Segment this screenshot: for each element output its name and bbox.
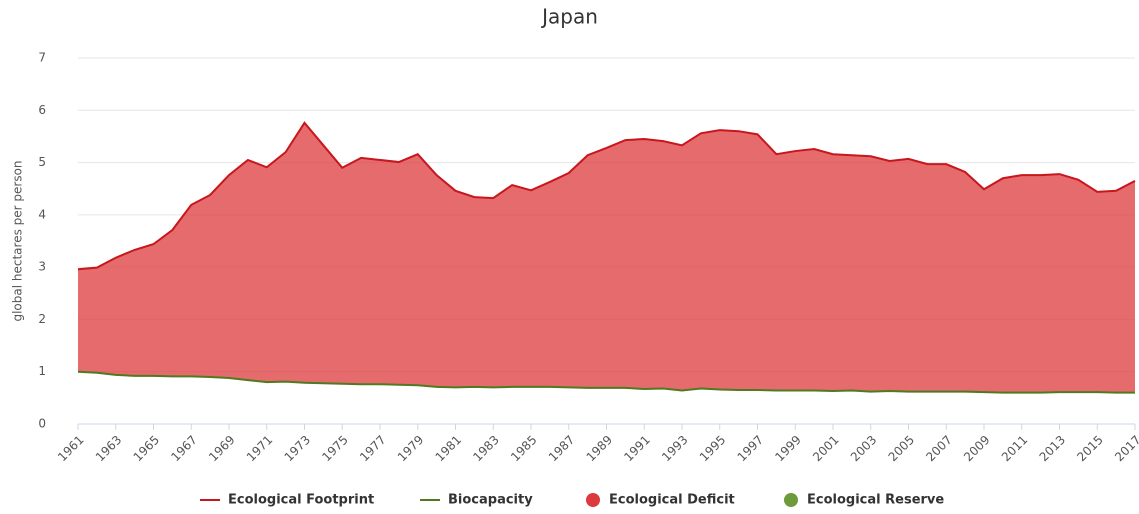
y-tick-label: 7 <box>38 51 46 65</box>
legend-marker <box>784 493 798 507</box>
x-tick-label: 1993 <box>659 433 690 464</box>
x-tick-label: 1981 <box>433 433 464 464</box>
legend-marker <box>586 493 600 507</box>
x-tick-label: 1963 <box>93 433 124 464</box>
deficit-area <box>78 122 1135 393</box>
y-tick-label: 4 <box>38 207 46 221</box>
y-tick-label: 3 <box>38 260 46 274</box>
x-tick-label: 2011 <box>999 433 1030 464</box>
series-line <box>77 121 1136 271</box>
y-tick-label: 6 <box>38 103 46 117</box>
legend-label: Ecological Footprint <box>228 493 374 508</box>
x-tick-label: 1961 <box>55 433 86 464</box>
x-tick-label: 2015 <box>1074 433 1105 464</box>
x-tick-label: 2013 <box>1037 433 1068 464</box>
series-line <box>77 370 1135 394</box>
x-tick-label: 2003 <box>848 433 879 464</box>
x-tick-label: 1987 <box>546 433 577 464</box>
legend-label: Ecological Deficit <box>609 493 735 508</box>
chart-title: Japan <box>540 5 598 29</box>
x-tick-label: 1985 <box>508 433 539 464</box>
x-tick-label: 1973 <box>282 433 313 464</box>
legend-label: Ecological Reserve <box>807 493 944 508</box>
y-tick-label: 1 <box>38 364 46 378</box>
x-tick-label: 2009 <box>961 433 992 464</box>
x-tick-label: 1989 <box>584 433 615 464</box>
x-tick-label: 1997 <box>735 433 766 464</box>
x-tick-label: 1965 <box>131 433 162 464</box>
x-tick-label: 1977 <box>357 433 388 464</box>
x-tick-label: 2017 <box>1112 433 1139 464</box>
x-tick-label: 1983 <box>470 433 501 464</box>
x-tick-label: 1969 <box>206 433 237 464</box>
x-tick-label: 2007 <box>923 433 954 464</box>
y-axis-label: global hectares per person <box>11 160 25 321</box>
x-tick-label: 1967 <box>168 433 199 464</box>
x-tick-label: 1995 <box>697 433 728 464</box>
x-tick-label: 1991 <box>621 433 652 464</box>
y-tick-label: 0 <box>38 417 46 431</box>
y-tick-label: 2 <box>38 312 46 326</box>
x-tick-label: 2001 <box>810 433 841 464</box>
x-tick-label: 1975 <box>319 433 350 464</box>
x-tick-label: 1971 <box>244 433 275 464</box>
x-tick-label: 2005 <box>886 433 917 464</box>
x-tick-label: 1979 <box>395 433 426 464</box>
legend-label: Biocapacity <box>448 493 533 508</box>
y-tick-label: 5 <box>38 155 46 169</box>
x-tick-label: 1999 <box>772 433 803 464</box>
